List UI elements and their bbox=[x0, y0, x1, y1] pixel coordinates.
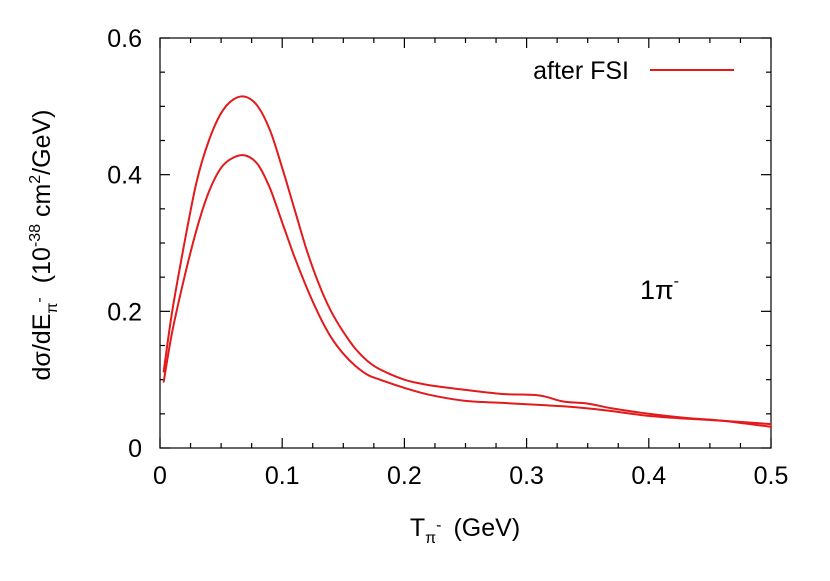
y-axis-label: dσ/dEπ- (10-38 cm2/GeV) bbox=[27, 110, 61, 381]
y-axis-label-units-mid: cm bbox=[28, 184, 56, 224]
axis-ticks bbox=[159, 37, 772, 449]
y-axis-label-main: dσ/dE bbox=[28, 314, 56, 381]
x-tick-label: 0.1 bbox=[265, 462, 300, 490]
y-axis-label-units-exp2: 2 bbox=[27, 175, 44, 184]
annotation-sup: - bbox=[674, 273, 679, 290]
y-axis-label-sup: - bbox=[31, 297, 48, 302]
series-line-1 bbox=[162, 95, 772, 428]
series-lines bbox=[162, 95, 772, 428]
y-axis-label-sub: π bbox=[44, 303, 61, 314]
annotation-main: 1π bbox=[640, 275, 674, 305]
x-axis-label-main: T bbox=[410, 514, 425, 542]
x-tick-label: 0.2 bbox=[387, 462, 422, 490]
y-tick-label: 0 bbox=[128, 435, 142, 463]
x-tick-label: 0.3 bbox=[509, 462, 544, 490]
legend-label: after FSI bbox=[533, 57, 629, 85]
x-tick-label: 0.4 bbox=[631, 462, 666, 490]
y-tick-label: 0.6 bbox=[107, 25, 142, 53]
y-axis-label-units-post: /GeV) bbox=[28, 110, 56, 175]
y-axis-label-units-exp: -38 bbox=[27, 224, 44, 247]
x-axis-label: Tπ- (GeV) bbox=[410, 514, 520, 547]
x-axis-label-sup: - bbox=[436, 517, 441, 534]
series-line-2 bbox=[162, 154, 772, 426]
y-tick-label: 0.2 bbox=[107, 298, 142, 326]
x-tick-label: 0.5 bbox=[754, 462, 789, 490]
x-tick-label: 0 bbox=[153, 462, 167, 490]
y-axis-label-units-pre: (10 bbox=[28, 247, 56, 283]
y-tick-label: 0.4 bbox=[107, 162, 142, 190]
tick-labels: 0 0.1 0.2 0.3 0.4 0.5 0 0.2 0.4 0.6 bbox=[107, 25, 788, 490]
x-axis-label-units: (GeV) bbox=[453, 514, 520, 542]
x-axis-label-sub: π bbox=[425, 530, 436, 547]
annotation-1pi-minus: 1π- bbox=[640, 273, 679, 305]
legend: after FSI bbox=[533, 57, 734, 85]
